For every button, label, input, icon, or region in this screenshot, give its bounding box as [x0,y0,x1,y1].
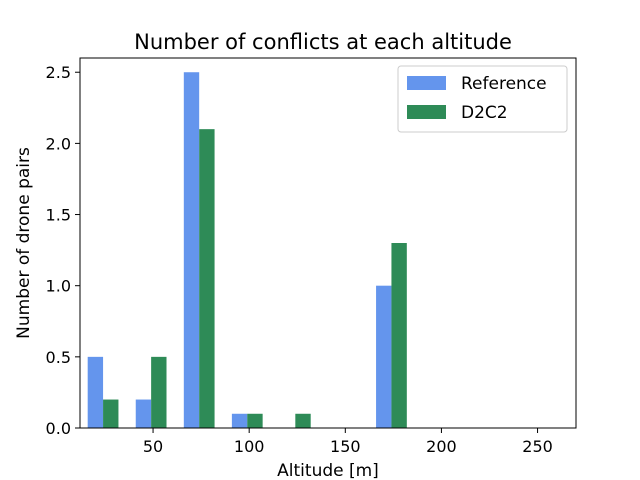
legend: Reference D2C2 [397,65,568,133]
x-axis-label: Altitude [m] [277,461,379,480]
chart-title: Number of conflicts at each altitude [134,30,512,54]
bar-d2c2-4 [295,413,311,428]
y-tick-label-2: 1.0 [46,277,71,296]
bar-reference-3 [231,413,248,428]
legend-swatch-reference [407,76,446,90]
bar-d2c2-1 [151,356,167,428]
x-tick-label-2: 150 [330,437,361,456]
bars-layer [87,72,407,428]
y-tick-label-4: 2.0 [46,134,71,153]
bar-d2c2-2 [199,129,215,428]
y-tick-label-5: 2.5 [46,63,71,82]
y-tick-label-3: 1.5 [46,206,71,225]
bar-reference-1 [135,399,152,428]
y-axis-ticks: 0.0 0.5 1.0 1.5 2.0 2.5 [46,63,80,438]
x-tick-label-1: 100 [234,437,265,456]
legend-label-reference: Reference [461,74,547,94]
y-tick-label-1: 0.5 [46,348,71,367]
y-tick-label-0: 0.0 [46,419,71,438]
bar-d2c2-5 [391,243,407,428]
x-tick-label-4: 250 [522,437,553,456]
x-axis-ticks: 50 100 150 200 250 [143,428,553,456]
x-tick-label-0: 50 [143,437,163,456]
legend-label-d2c2: D2C2 [461,103,508,123]
bar-reference-2 [183,72,200,428]
x-tick-label-3: 200 [426,437,457,456]
bar-d2c2-3 [247,413,263,428]
y-axis-label: Number of drone pairs [14,147,34,339]
bar-reference-5 [376,285,392,428]
legend-swatch-d2c2 [407,105,446,119]
axes-frame [79,57,577,429]
plot-area [79,57,577,429]
bar-reference-0 [87,356,104,428]
bar-d2c2-0 [103,399,119,428]
